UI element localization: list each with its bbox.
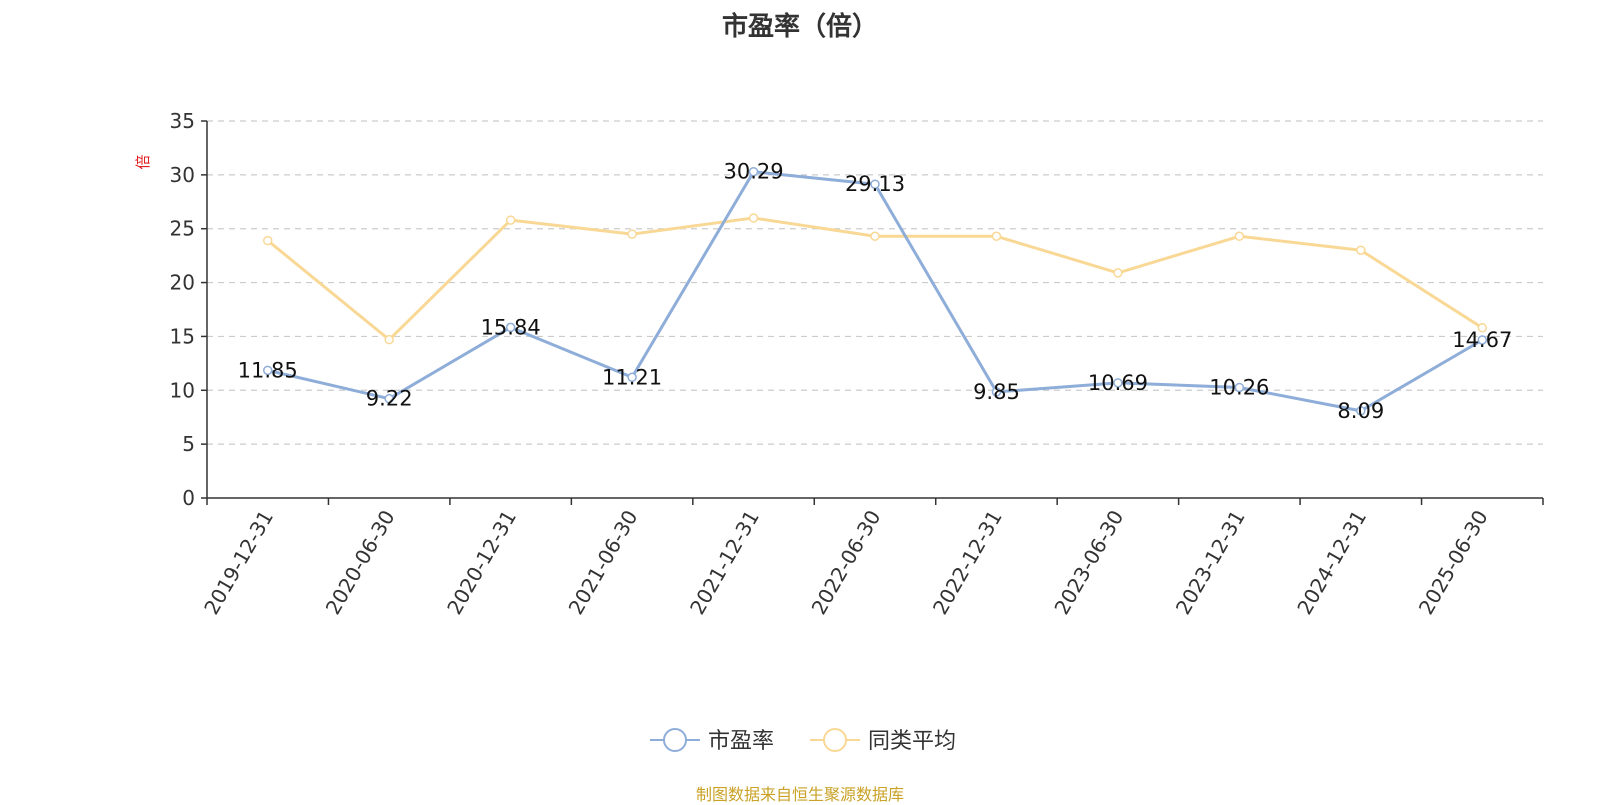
data-point <box>1234 382 1245 393</box>
y-tick-label: 0 <box>182 486 195 510</box>
data-label: 9.85 <box>973 380 1020 404</box>
y-tick-label: 25 <box>170 217 195 241</box>
chart-title: 市盈率（倍） <box>721 12 878 42</box>
data-point <box>1356 406 1366 416</box>
data-source-note: 制图数据来自恒生聚源数据库 <box>695 785 904 804</box>
y-tick-label: 5 <box>182 432 195 456</box>
legend-marker <box>663 728 687 752</box>
x-tick-label: 2020-06-30 <box>321 506 400 619</box>
data-point <box>384 334 394 345</box>
series-line <box>267 170 1484 413</box>
data-point <box>627 372 637 383</box>
x-tick-label: 2020-12-31 <box>442 506 521 619</box>
legend-label: 同类平均 <box>868 729 956 754</box>
x-tick-label: 2023-06-30 <box>1049 506 1128 619</box>
data-label: 10.26 <box>1209 375 1269 399</box>
x-tick-label: 2023-12-31 <box>1171 506 1250 619</box>
data-point <box>748 166 759 177</box>
data-label: 11.21 <box>602 365 662 389</box>
data-label: 9.22 <box>366 387 413 411</box>
data-label: 14.67 <box>1452 328 1512 352</box>
legend-label: 市盈率 <box>708 729 774 754</box>
y-tick-label: 35 <box>170 109 195 133</box>
data-label: 15.84 <box>481 315 541 339</box>
data-point <box>505 215 516 225</box>
x-tick-label: 2021-06-30 <box>564 506 643 619</box>
data-point <box>870 179 880 189</box>
data-point <box>262 235 273 246</box>
x-tick-label: 2024-12-31 <box>1292 506 1371 619</box>
data-point <box>1113 378 1123 388</box>
data-point <box>1477 323 1488 333</box>
y-tick-label: 10 <box>170 378 195 402</box>
data-label: 29.13 <box>845 172 905 196</box>
data-point <box>505 322 516 333</box>
data-point <box>1234 231 1245 242</box>
data-point <box>870 231 880 242</box>
data-point <box>1356 245 1366 256</box>
y-tick-label: 15 <box>170 324 195 348</box>
y-tick-label: 20 <box>170 271 195 295</box>
y-axis-label: 倍 <box>134 154 152 169</box>
x-tick-label: 2025-06-30 <box>1414 506 1493 619</box>
data-label: 8.09 <box>1337 399 1384 423</box>
data-point <box>384 393 394 404</box>
x-tick-label: 2019-12-31 <box>199 506 278 619</box>
data-point <box>991 231 1002 242</box>
data-point <box>627 229 637 239</box>
x-tick-label: 2022-06-30 <box>806 506 885 619</box>
data-point <box>262 365 273 376</box>
x-tick-label: 2022-12-31 <box>928 506 1007 619</box>
y-tick-label: 30 <box>170 163 195 187</box>
data-label: 30.29 <box>723 160 783 184</box>
data-point <box>991 387 1002 397</box>
data-point <box>1477 335 1488 345</box>
data-point <box>748 213 759 223</box>
x-tick-label: 2021-12-31 <box>685 506 764 619</box>
data-label: 10.69 <box>1088 371 1148 395</box>
data-label: 11.85 <box>238 358 298 382</box>
data-point <box>1113 268 1123 278</box>
legend-marker <box>823 728 847 752</box>
